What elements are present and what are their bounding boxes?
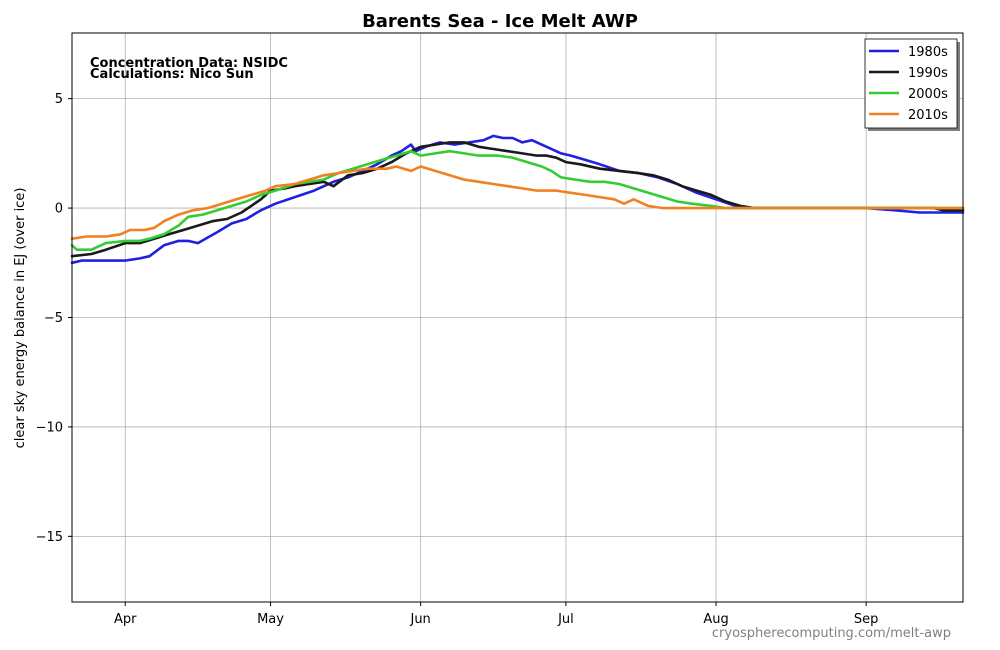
chart-title: Barents Sea - Ice Melt AWP — [362, 11, 638, 32]
y-axis-ticks: 5 0 −5 −10 −15 — [36, 92, 72, 545]
series-line-1990s — [70, 141, 965, 258]
annotation-calculations: Calculations: Nico Sun — [90, 67, 254, 82]
series-line-2010s — [70, 165, 965, 240]
x-tick-label: Aug — [703, 612, 728, 627]
series-group — [70, 134, 965, 265]
y-tick-label: 0 — [55, 202, 63, 217]
legend-label: 1990s — [908, 66, 948, 81]
x-tick-label: Sep — [854, 612, 879, 627]
y-tick-label: −10 — [36, 420, 63, 435]
legend-label: 2000s — [908, 87, 948, 102]
x-tick-label: Jul — [557, 612, 574, 627]
y-axis-label: clear sky energy balance in EJ (over ice… — [13, 188, 28, 449]
legend-label: 2010s — [908, 108, 948, 123]
legend-label: 1980s — [908, 45, 948, 60]
x-tick-label: Apr — [114, 612, 137, 627]
y-tick-label: −5 — [44, 311, 63, 326]
legend: 1980s 1990s 2000s 2010s — [864, 38, 960, 131]
annotation-data-source: Concentration Data: NSIDC — [90, 56, 288, 71]
x-axis-ticks: Apr May Jun Jul Aug Sep — [114, 602, 878, 627]
credit-text: cryospherecomputing.com/melt-awp — [712, 626, 951, 641]
series-line-2000s — [70, 149, 965, 251]
x-tick-label: Jun — [409, 612, 430, 627]
y-tick-label: −15 — [36, 530, 63, 545]
y-tick-label: 5 — [55, 92, 63, 107]
x-tick-label: May — [257, 612, 284, 627]
